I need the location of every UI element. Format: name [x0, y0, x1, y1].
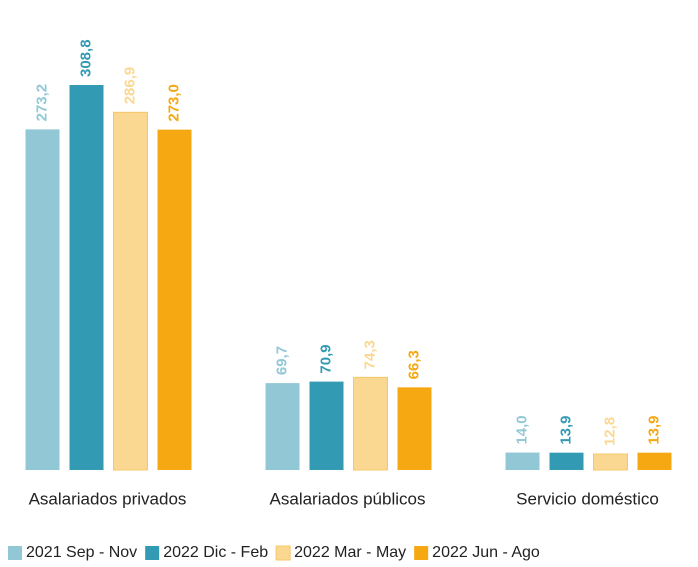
- value-label: 12,8: [601, 417, 618, 446]
- value-label: 273,2: [33, 84, 50, 122]
- bar: [69, 85, 104, 470]
- value-label: 14,0: [513, 415, 530, 444]
- value-label: 74,3: [361, 340, 378, 369]
- value-label: 66,3: [405, 350, 422, 379]
- x-tick-label: Asalariados privados: [29, 489, 187, 508]
- value-label: 308,8: [77, 39, 94, 77]
- bar: [113, 111, 148, 471]
- legend-swatch: [414, 546, 429, 560]
- legend-swatch: [275, 545, 291, 561]
- bar: [265, 383, 300, 470]
- legend-swatch: [8, 546, 22, 560]
- legend-label: 2021 Sep - Nov: [26, 544, 137, 561]
- x-tick-label: Servicio doméstico: [516, 489, 659, 508]
- bar: [353, 376, 388, 471]
- value-label: 70,9: [317, 344, 334, 373]
- bar: [637, 452, 672, 470]
- value-label: 273,0: [165, 84, 182, 122]
- legend-swatch: [145, 546, 160, 560]
- legend-label: 2022 Mar - May: [294, 544, 406, 561]
- value-label: 69,7: [273, 346, 290, 375]
- bar: [549, 452, 584, 470]
- x-tick-label: Asalariados públicos: [270, 489, 426, 508]
- bar: [593, 453, 628, 471]
- bar: [309, 381, 344, 470]
- value-label: 13,9: [557, 415, 574, 444]
- bar: [397, 387, 432, 470]
- legend-label: 2022 Dic - Feb: [163, 544, 268, 561]
- bar: [157, 129, 192, 470]
- legend-label: 2022 Jun - Ago: [432, 544, 540, 561]
- bar: [505, 452, 540, 470]
- value-label: 13,9: [645, 415, 662, 444]
- value-label: 286,9: [121, 67, 138, 105]
- bar: [25, 129, 60, 471]
